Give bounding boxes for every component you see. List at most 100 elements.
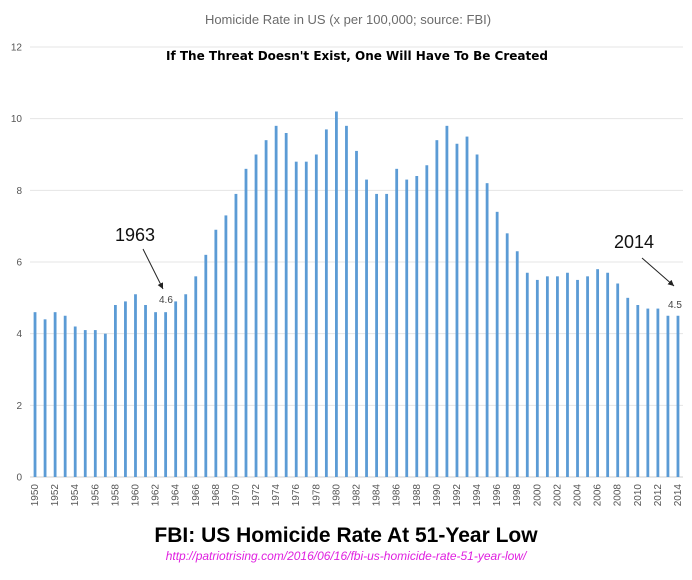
bar-1954 (73, 326, 77, 477)
chart-subtitle: If The Threat Doesn't Exist, One Will Ha… (166, 49, 548, 63)
bar-2007 (606, 272, 610, 477)
bar-1989 (425, 165, 429, 477)
bar-1959 (124, 301, 127, 477)
bar-1991 (445, 125, 449, 477)
x-tick-label: 1958 (110, 484, 121, 507)
bar-1977 (304, 161, 308, 477)
bar-2006 (596, 269, 600, 477)
x-tick-label: 2004 (573, 484, 584, 507)
bar-1957 (103, 333, 107, 477)
annotation-value-1963: 4.6 (159, 295, 173, 306)
bar-1963 (164, 312, 168, 477)
y-tick-label: 0 (16, 473, 22, 484)
bar-1990 (435, 140, 439, 477)
x-tick-label: 1986 (392, 484, 403, 507)
x-tick-label: 1964 (171, 484, 182, 507)
bar-1973 (264, 140, 268, 477)
annotation-arrow-1963 (142, 248, 164, 290)
bar-1974 (274, 125, 278, 477)
x-tick-label: 1988 (412, 484, 423, 507)
bar-1994 (475, 154, 479, 477)
bar-1982 (355, 150, 358, 477)
x-tick-label: 1972 (251, 484, 262, 507)
bar-1962 (154, 312, 157, 477)
x-tick-label: 1998 (512, 484, 523, 507)
y-tick-label: 10 (11, 114, 23, 125)
bar-1955 (83, 330, 87, 477)
x-tick-label: 2012 (653, 484, 664, 507)
x-tick-label: 2010 (633, 484, 644, 507)
y-axis-ticks: 0 2 4 6 8 10 12 (11, 43, 23, 484)
bar-2009 (626, 297, 630, 477)
bar-1988 (415, 176, 419, 477)
bar-2014 (676, 315, 680, 477)
x-tick-label: 1980 (331, 484, 342, 507)
bar-1995 (485, 183, 489, 477)
bar-1993 (465, 136, 469, 478)
bar-1984 (375, 193, 378, 477)
x-tick-label: 1954 (70, 484, 81, 507)
bar-2002 (556, 276, 559, 477)
homicide-rate-chart: Homicide Rate in US (x per 100,000; sour… (11, 12, 684, 507)
bar-2011 (646, 308, 650, 477)
y-tick-label: 12 (11, 43, 23, 54)
y-tick-label: 6 (16, 258, 22, 269)
chart-title: Homicide Rate in US (x per 100,000; sour… (205, 12, 491, 27)
bar-1986 (395, 168, 399, 478)
x-tick-label: 1994 (472, 484, 483, 507)
x-tick-label: 2014 (673, 484, 684, 507)
bar-1980 (335, 111, 338, 477)
x-tick-label: 1974 (271, 484, 282, 507)
x-tick-label: 1970 (231, 484, 242, 507)
bar-1983 (365, 179, 368, 478)
annotations: 1963 4.6 2014 4.5 (115, 225, 682, 311)
y-tick-label: 2 (16, 401, 22, 412)
x-tick-label: 2006 (593, 484, 604, 507)
bar-1968 (214, 229, 218, 477)
bar-1969 (224, 215, 228, 477)
x-tick-label: 1990 (432, 484, 443, 507)
bar-1987 (405, 179, 409, 478)
bar-2012 (656, 308, 660, 477)
bar-1998 (515, 251, 519, 477)
x-axis-ticks: 1950 1952 1954 1956 1958 1960 1962 1964 1966 1968… (30, 484, 684, 507)
bar-1961 (144, 305, 147, 477)
bar-2010 (636, 305, 640, 477)
bar-1975 (284, 133, 288, 477)
x-tick-label: 2000 (532, 484, 543, 507)
bar-1952 (53, 312, 57, 477)
source-url-link[interactable]: http://patriotrising.com/2016/06/16/fbi-… (165, 549, 527, 563)
x-tick-label: 2008 (613, 484, 624, 507)
bar-1992 (455, 143, 459, 477)
bar-2005 (586, 276, 589, 477)
bar-1956 (93, 330, 97, 477)
bar-1985 (385, 193, 389, 477)
bar-2013 (666, 315, 670, 477)
bar-1979 (324, 129, 328, 477)
x-tick-label: 1952 (50, 484, 61, 507)
x-tick-label: 1996 (492, 484, 503, 507)
annotation-value-2014: 4.5 (668, 300, 682, 311)
x-tick-label: 1956 (90, 484, 101, 507)
annotation-year-1963: 1963 (115, 225, 155, 245)
bar-1950 (33, 312, 37, 477)
x-tick-label: 1962 (151, 484, 162, 507)
bar-1970 (234, 193, 238, 477)
bar-1997 (505, 233, 509, 477)
x-tick-label: 1984 (372, 484, 383, 507)
bar-1999 (525, 272, 529, 477)
x-tick-label: 1966 (191, 484, 202, 507)
bars (33, 111, 680, 478)
bar-2000 (535, 279, 539, 477)
bar-1976 (294, 161, 298, 477)
bar-1958 (113, 305, 117, 477)
y-tick-label: 4 (16, 329, 22, 340)
x-tick-label: 1960 (130, 484, 141, 507)
x-tick-label: 1950 (30, 484, 41, 507)
bar-1972 (254, 154, 258, 477)
bar-1964 (174, 301, 178, 477)
bar-1951 (43, 319, 47, 477)
x-tick-label: 1982 (352, 484, 363, 507)
x-tick-label: 1978 (311, 484, 322, 507)
bar-2004 (576, 279, 579, 477)
